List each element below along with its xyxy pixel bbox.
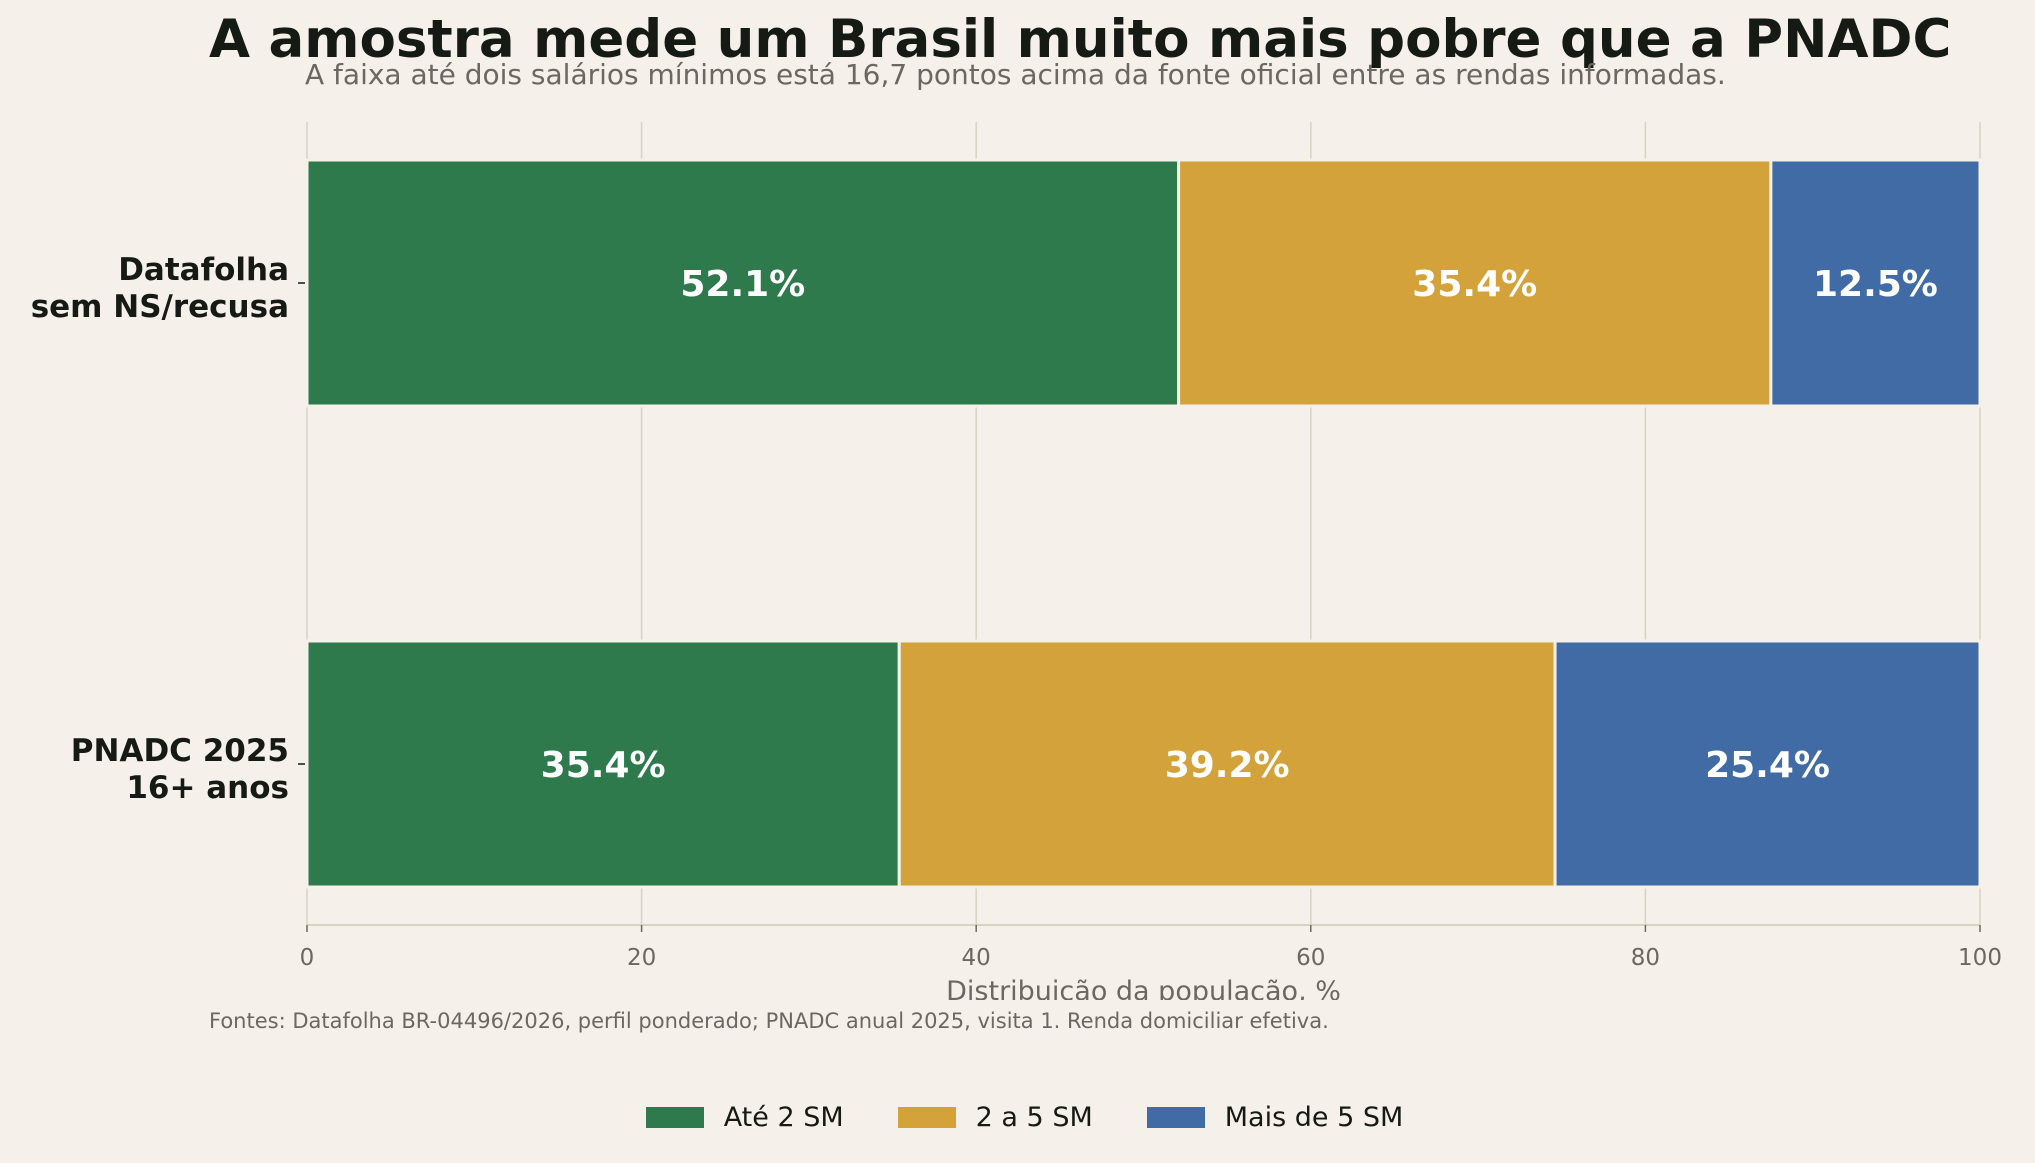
bar-data-label: 25.4% xyxy=(1705,745,1830,786)
legend-label: 2 a 5 SM xyxy=(975,1102,1093,1133)
legend-swatch xyxy=(1146,1107,1205,1128)
legend-swatch xyxy=(645,1107,704,1128)
y-category-label: Datafolha sem NS/recusa xyxy=(31,252,289,325)
legend-label: Mais de 5 SM xyxy=(1224,1102,1404,1133)
x-tick-label: 100 xyxy=(1958,945,2002,971)
bar-data-label: 35.4% xyxy=(1412,264,1537,305)
bar-segment xyxy=(897,639,1557,889)
chart-subtitle: A faixa até dois salários mínimos está 1… xyxy=(305,58,1726,91)
x-tick-label: 0 xyxy=(300,945,315,971)
chart-legend: Até 2 SM 2 a 5 SM Mais de 5 SM xyxy=(0,1102,2035,1133)
chart-source-note: Fontes: Datafolha BR-04496/2026, perfil … xyxy=(209,1009,1329,1033)
x-tick-label: 40 xyxy=(962,945,991,971)
bar-data-label: 39.2% xyxy=(1165,745,1290,786)
bar-segment xyxy=(1177,158,1773,408)
bar-segment xyxy=(305,158,1181,408)
legend-item: Até 2 SM xyxy=(645,1102,844,1133)
legend-label: Até 2 SM xyxy=(723,1102,844,1133)
legend-item: 2 a 5 SM xyxy=(897,1102,1093,1133)
legend-swatch xyxy=(897,1107,956,1128)
x-axis-label: Distribuição da população, % xyxy=(946,976,1341,1000)
bar-segment xyxy=(1769,158,1982,408)
bar-data-label: 12.5% xyxy=(1813,264,1938,305)
legend-item: Mais de 5 SM xyxy=(1146,1102,1404,1133)
x-tick-label: 20 xyxy=(627,945,656,971)
chart-title: A amostra mede um Brasil muito mais pobr… xyxy=(209,9,1952,70)
bar-segment xyxy=(1553,639,1982,889)
bar-data-label: 52.1% xyxy=(680,264,805,305)
bar-segment xyxy=(305,639,901,889)
bar-data-label: 35.4% xyxy=(541,745,666,786)
x-tick-label: 60 xyxy=(1296,945,1325,971)
y-category-label: PNADC 2025 16+ anos xyxy=(71,733,289,806)
stacked-bar-chart: 52.1% 35.4% 12.5% 35.4% 39.2% 25.4% 0 20 40 60 80 1… xyxy=(31,122,2002,1000)
x-tick-label: 80 xyxy=(1631,945,1660,971)
